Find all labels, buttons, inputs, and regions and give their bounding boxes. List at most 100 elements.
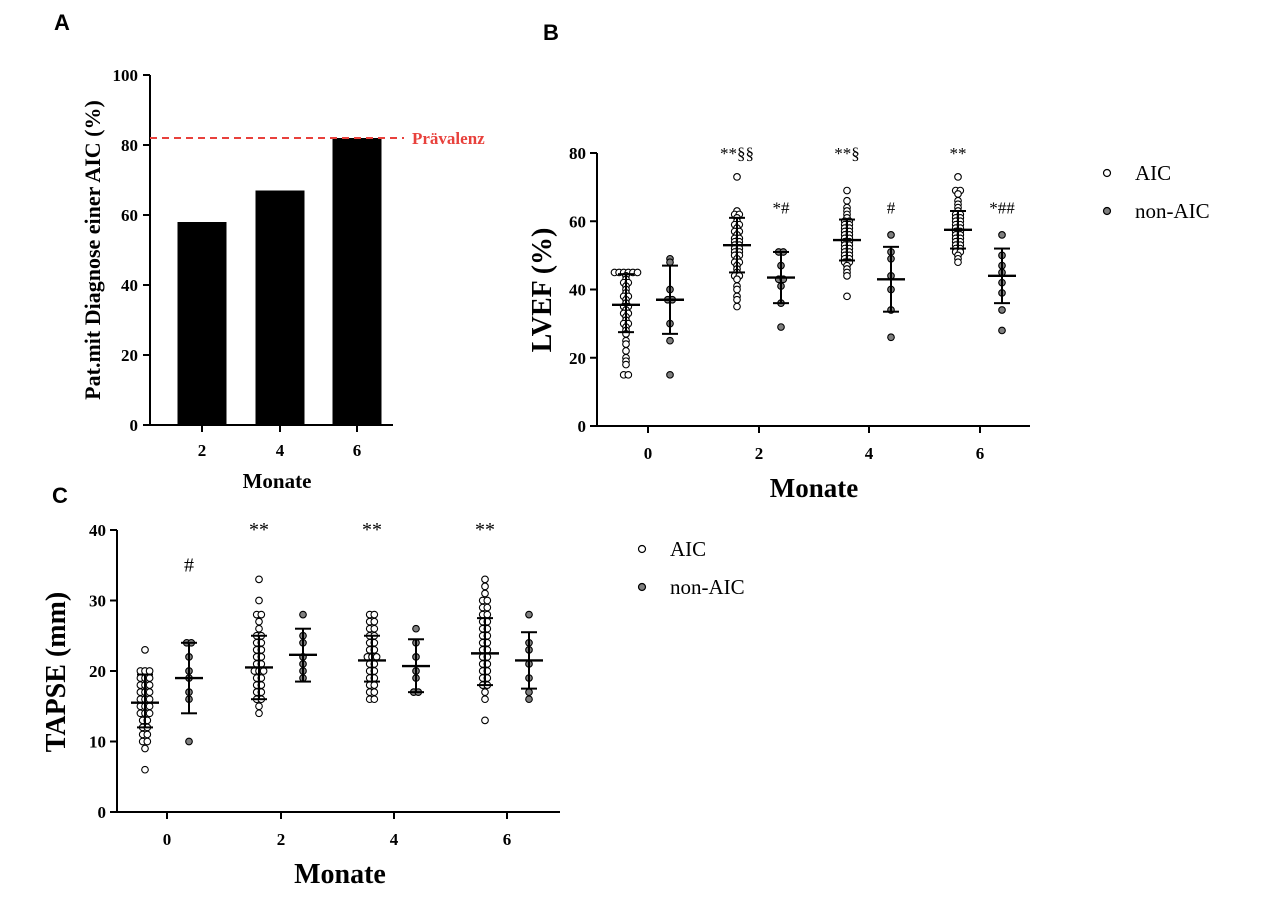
panel-c-point-aic — [141, 765, 149, 774]
panel-c-point-aic — [255, 702, 263, 711]
panel-b-point-non-aic — [666, 258, 674, 267]
panel-b-point-aic — [733, 285, 741, 294]
panel-c-marks: ** ** ** # — [131, 519, 543, 774]
panel-c-point-aic — [143, 730, 152, 739]
bar-month-4 — [255, 190, 305, 425]
panel-a-x-tick-label: 4 — [276, 441, 285, 460]
panel-a-y-tick-label: 40 — [121, 276, 138, 295]
panel-c-point-non-aic — [525, 688, 533, 697]
panel-c-point-non-aic — [412, 624, 420, 633]
panel-b-point-aic — [843, 196, 851, 205]
panel-c-legend-label-aic: AIC — [670, 537, 706, 561]
panel-b-point-non-aic — [777, 323, 785, 331]
panel-c-scatter-chart: C 0 10 20 30 40 0 2 4 6 ** ** ** # Monate TAPSE (mm… — [41, 483, 745, 890]
panel-c-point-aic — [145, 688, 154, 697]
panel-c-axes: 0 10 20 30 40 0 2 4 6 — [89, 521, 560, 849]
panel-c-point-aic — [141, 744, 149, 753]
panel-c-significance-label: ** — [362, 519, 382, 541]
panel-a-y-axis-title: Pat.mit Diagnose einer AIC (%) — [80, 100, 105, 400]
panel-a-x-tick-label: 2 — [198, 441, 207, 460]
panel-c-x-tick-label: 2 — [277, 830, 286, 849]
panel-c-letter: C — [52, 483, 68, 508]
panel-c-point-aic — [145, 667, 154, 675]
panel-b-significance-label: *## — [989, 199, 1015, 218]
panel-b-significance-label: **§§ — [720, 144, 754, 163]
panel-c-point-aic — [481, 716, 489, 725]
panel-b-marks: **§§ **§ ***# # *## — [610, 144, 1016, 379]
panel-c-point-aic — [370, 610, 379, 619]
panel-b-x-axis-title: Monate — [770, 473, 858, 503]
panel-c-y-tick-label: 20 — [89, 662, 106, 681]
panel-c-significance-label: # — [184, 554, 194, 576]
panel-b-y-tick-label: 80 — [569, 144, 586, 163]
panel-b-point-aic — [624, 370, 633, 379]
panel-b-point-non-aic — [887, 231, 895, 239]
panel-b-point-aic — [954, 173, 962, 181]
panel-b-point-aic — [954, 190, 962, 198]
panel-b-y-tick-label: 40 — [569, 281, 586, 300]
panel-c-point-aic — [483, 610, 492, 619]
panel-a-reference-line: Prävalenz — [150, 129, 485, 148]
panel-b-letter: B — [543, 20, 559, 45]
panel-c-point-aic — [145, 702, 154, 711]
panel-c-point-non-aic — [185, 737, 193, 746]
panel-b-x-tick-label: 6 — [976, 444, 985, 463]
panel-c-point-aic — [481, 695, 489, 704]
panel-a-y-tick-label: 100 — [113, 66, 139, 85]
panel-b-axes: 0 20 40 60 80 0 2 4 6 — [569, 144, 1030, 463]
panel-b-significance-label: # — [887, 199, 896, 218]
panel-c-x-axis-title: Monate — [294, 859, 386, 890]
panel-b-point-aic — [733, 295, 741, 304]
panel-c-x-tick-label: 4 — [390, 830, 399, 849]
panel-c-point-aic — [255, 575, 263, 584]
panel-c-point-aic — [143, 737, 152, 746]
panel-b-y-axis-title: LVEF (%) — [527, 228, 558, 353]
bar-month-6 — [332, 138, 382, 425]
panel-c-point-aic — [257, 610, 266, 619]
panel-c-point-aic — [141, 645, 149, 654]
panel-b-point-aic — [622, 360, 630, 369]
panel-c-y-tick-label: 30 — [89, 592, 106, 611]
panel-c-x-tick-label: 6 — [503, 830, 512, 849]
panel-c-point-aic — [481, 589, 489, 598]
panel-b-legend-label-aic: AIC — [1135, 161, 1171, 185]
panel-b-significance-label: ** — [950, 144, 967, 163]
panel-b-point-non-aic — [998, 306, 1006, 314]
panel-b-point-aic — [954, 258, 962, 267]
panel-b-significance-label: *# — [773, 199, 791, 218]
panel-b-point-non-aic — [998, 326, 1006, 335]
panel-b-point-aic — [733, 275, 741, 284]
panel-c-point-non-aic — [299, 610, 307, 619]
panel-b-point-non-aic — [666, 336, 674, 345]
panel-c-point-aic — [255, 596, 263, 605]
panel-b-x-tick-label: 0 — [644, 444, 653, 463]
panel-b-point-aic — [622, 347, 630, 355]
panel-c-legend-marker-non-aic — [637, 582, 647, 592]
panel-c-y-tick-label: 10 — [89, 733, 106, 752]
panel-c-point-aic — [145, 681, 154, 689]
panel-c-point-non-aic — [525, 695, 533, 704]
panel-a-bar-chart: A 0 20 40 60 80 100 2 4 6 Prävalenz Monate Pat.m… — [54, 10, 485, 493]
panel-a-x-tick-label: 6 — [353, 441, 362, 460]
panel-b-y-tick-label: 20 — [569, 349, 586, 368]
panel-b-point-aic — [633, 268, 642, 277]
panel-b-y-tick-label: 60 — [569, 212, 586, 231]
panel-c-point-aic — [370, 681, 379, 689]
panel-c-point-non-aic — [525, 610, 533, 619]
panel-c-point-aic — [255, 709, 263, 718]
panel-b-point-non-aic — [887, 333, 895, 342]
panel-c-point-aic — [481, 575, 489, 584]
panel-b-point-non-aic — [998, 231, 1006, 239]
panel-c-legend-marker-aic — [637, 544, 647, 554]
panel-b-point-non-aic — [666, 370, 674, 379]
panel-a-y-tick-label: 80 — [121, 136, 138, 155]
panel-c-point-aic — [483, 603, 492, 612]
panel-a-y-tick-label: 60 — [121, 206, 138, 225]
panel-b-point-aic — [843, 292, 851, 301]
panel-a-x-axis-title: Monate — [243, 469, 312, 493]
panel-b-point-aic — [733, 302, 741, 311]
panel-b-legend-marker-aic — [1102, 168, 1112, 178]
panel-a-bars — [177, 138, 382, 425]
panel-c-point-aic — [145, 709, 154, 718]
